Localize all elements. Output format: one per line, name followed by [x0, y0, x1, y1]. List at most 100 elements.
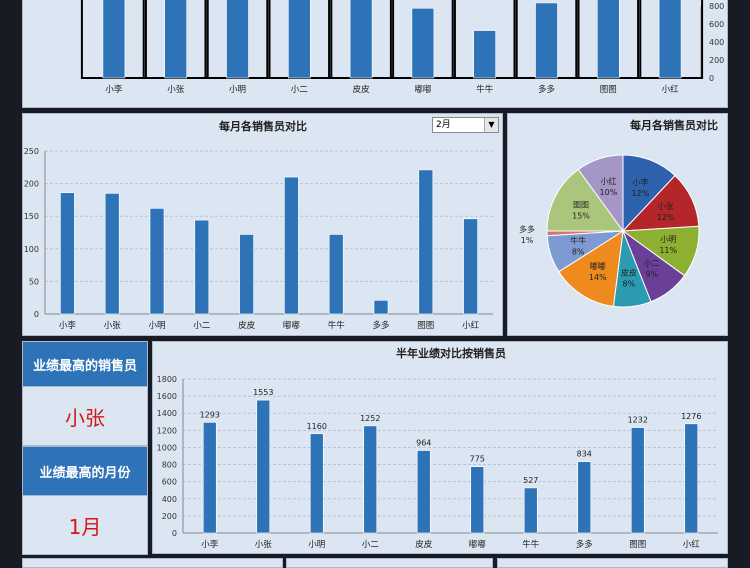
y-tick-label: 400 — [162, 495, 177, 504]
bottom-panel-3 — [497, 558, 728, 568]
bar — [523, 487, 538, 534]
top-month-box: 1月 — [22, 495, 148, 555]
month-select-value: 2月 — [436, 120, 451, 130]
y-tick-label: 800 — [162, 461, 177, 470]
x-tick-label: 嘟嘟 — [414, 84, 432, 95]
bar — [658, 0, 682, 79]
pie-label-name: 小明 — [660, 235, 676, 244]
x-tick-label: 小张 — [104, 320, 122, 331]
data-label: 964 — [416, 439, 431, 448]
pie-label-name: 多多 — [519, 224, 535, 234]
y-tick-label: 1400 — [157, 409, 177, 418]
y-tick-label: 1600 — [157, 392, 177, 401]
x-tick-label: 多多 — [372, 320, 390, 331]
x-tick-label: 图图 — [629, 540, 646, 550]
data-label: 1553 — [253, 388, 273, 397]
data-label: 1160 — [307, 422, 327, 431]
x-tick-label: 小二 — [362, 539, 380, 550]
bottom-panel-1 — [22, 558, 283, 568]
bar — [470, 466, 485, 534]
pie-label-name: 嘟嘟 — [590, 261, 606, 271]
bar — [418, 169, 434, 315]
pie-label-name: 牛牛 — [570, 236, 586, 246]
pie-label-percent: 15% — [572, 212, 590, 221]
x-tick-label: 小二 — [291, 84, 309, 95]
pie-label-name: 小红 — [600, 176, 616, 186]
x-tick-label: 皮皮 — [353, 84, 371, 95]
pie-label-percent: 8% — [572, 248, 585, 257]
pie-label-percent: 12% — [631, 189, 649, 198]
x-tick-label: 嘟嘟 — [283, 320, 301, 331]
top-bar-chart: 0 200 400 600 800 小李 小张 小明 小二 皮皮 嘟嘟 牛牛 多多 图图 小红 — [80, 0, 724, 95]
x-tick-label: 多多 — [538, 84, 556, 95]
pie-label-percent: 14% — [589, 273, 607, 282]
x-tick-label: 小明 — [229, 84, 246, 95]
chart-title: 半年业绩对比按销售员 — [396, 346, 506, 360]
bar — [284, 176, 299, 315]
pie-slice — [558, 230, 624, 307]
bar — [60, 192, 75, 315]
y-tick-label: 0 — [34, 310, 39, 319]
top-seller-label: 业绩最高的销售员 — [32, 358, 137, 374]
bar — [463, 218, 478, 315]
top-month-header: 业绩最高的月份 — [22, 446, 148, 496]
month-select[interactable]: 2月 ▼ — [432, 117, 499, 133]
bar — [226, 0, 249, 79]
x-tick-label: 小李 — [59, 320, 77, 331]
top-chart-panel: 0 200 400 600 800 小李 小张 小明 小二 皮皮 嘟嘟 牛牛 多多 图图 小红 — [22, 0, 728, 108]
pie-label-percent: 1% — [521, 236, 534, 245]
half-year-bar-chart: 半年业绩对比按销售员 0 200 400 600 800 1000 1200 1400 1600… — [157, 346, 718, 550]
y-tick-label: 1800 — [157, 375, 177, 384]
y-tick-label: 50 — [29, 277, 39, 286]
pie-slice — [577, 154, 624, 233]
bar — [535, 2, 558, 79]
x-tick-label: 小红 — [462, 320, 480, 331]
top-month-value: 1月 — [68, 514, 102, 539]
x-tick-label: 小明 — [308, 539, 325, 550]
x-tick-label: 小明 — [148, 320, 165, 331]
bar — [363, 425, 378, 534]
bar — [373, 300, 389, 315]
pie-label-percent: 12% — [657, 213, 675, 222]
x-tick-label: 小张 — [167, 84, 185, 95]
pie-label-name: 小李 — [632, 177, 648, 187]
bar — [416, 450, 431, 534]
data-label: 1252 — [360, 414, 380, 423]
top-seller-value: 小张 — [65, 405, 105, 430]
data-label: 834 — [577, 450, 592, 459]
half-year-chart-panel: 半年业绩对比按销售员 0 200 400 600 800 1000 1200 1400 1600… — [152, 341, 728, 554]
y-tick-label: 200 — [24, 180, 39, 189]
pie-label-name: 图图 — [573, 201, 589, 210]
data-label: 527 — [523, 476, 538, 485]
bar — [349, 0, 373, 79]
x-tick-label: 牛牛 — [476, 84, 494, 95]
y-tick-label: 150 — [24, 212, 39, 221]
top-seller-header: 业绩最高的销售员 — [22, 341, 148, 387]
pie-label-percent: 10% — [600, 188, 618, 197]
x-tick-label: 小李 — [105, 84, 123, 95]
x-tick-label: 小张 — [255, 539, 273, 550]
chevron-down-icon[interactable]: ▼ — [484, 118, 498, 132]
y-tick-label: 200 — [162, 512, 177, 521]
y-tick-label: 1200 — [157, 426, 177, 435]
y-tick-label: 250 — [24, 147, 39, 156]
monthly-bar-chart: 每月各销售员对比 0 50 100 150 200 250 小李 小张 小明 小二 皮皮 嘟嘟 牛牛 多多… — [24, 119, 493, 331]
bar — [194, 219, 210, 315]
bar — [684, 423, 699, 534]
bar — [202, 422, 217, 534]
bar — [287, 0, 311, 79]
y-tick-label: 100 — [24, 245, 39, 254]
bar — [473, 30, 497, 79]
pie-label-percent: 11% — [659, 246, 677, 255]
x-tick-label: 小红 — [662, 84, 680, 95]
monthly-chart-panel: 每月各销售员对比 0 50 100 150 200 250 小李 小张 小明 小二 皮皮 嘟嘟 牛牛 多多… — [22, 113, 503, 336]
bar — [596, 0, 620, 79]
pie-title: 每月各销售员对比 — [630, 118, 718, 132]
bar — [328, 234, 344, 315]
bar — [149, 208, 165, 315]
bar — [630, 427, 645, 534]
x-tick-label: 牛牛 — [328, 320, 346, 331]
bottom-panel-2 — [286, 558, 493, 568]
data-label: 1276 — [681, 412, 701, 421]
x-tick-label: 皮皮 — [415, 539, 433, 550]
